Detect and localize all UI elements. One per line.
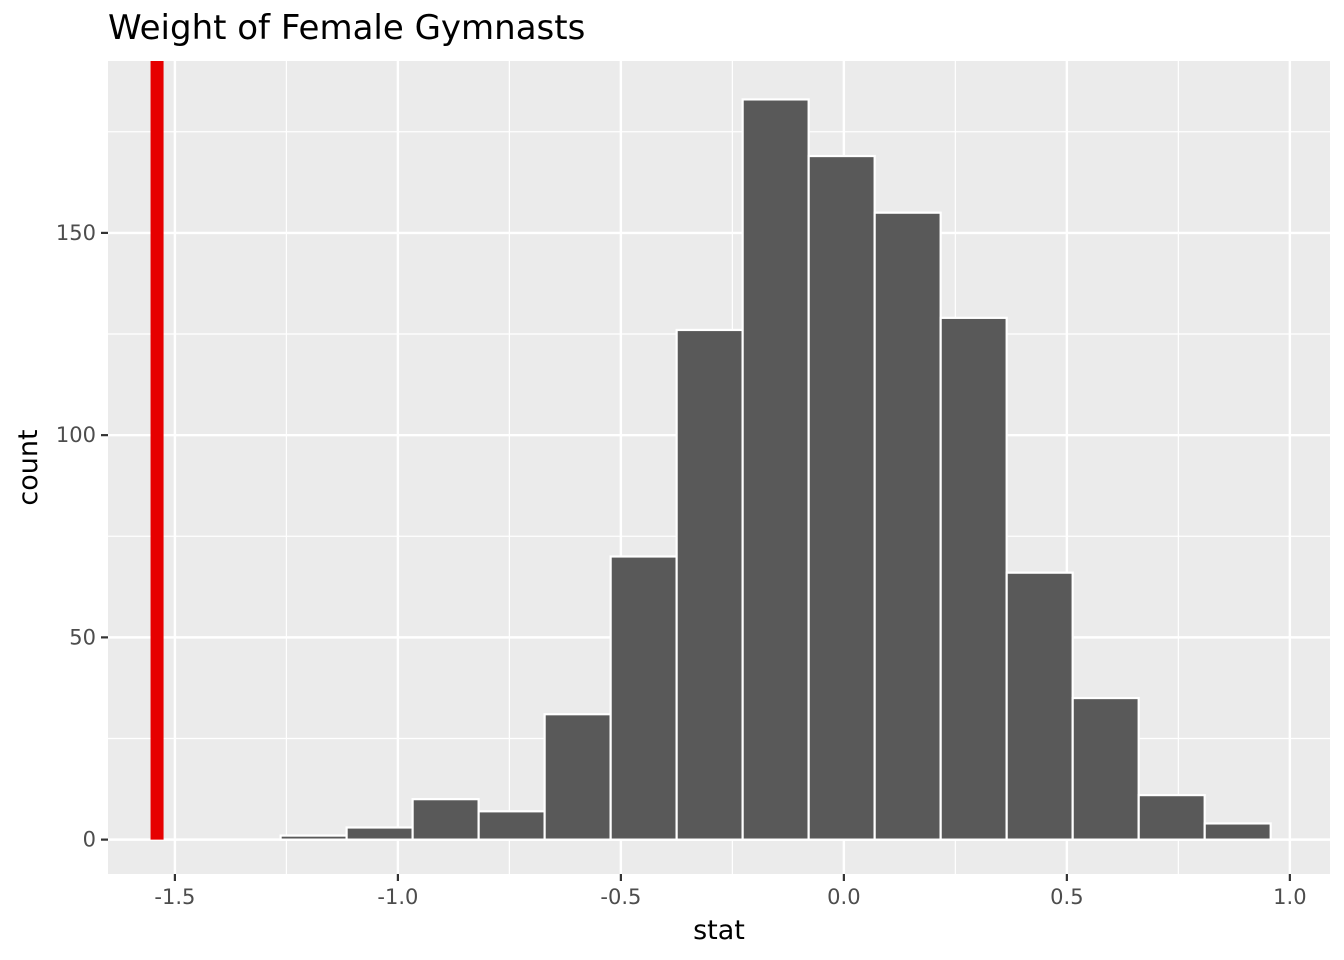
histogram-bar [807, 154, 876, 841]
histogram-bar [609, 555, 678, 841]
histogram-bars [279, 98, 1272, 841]
chart-title: Weight of Female Gymnasts [108, 8, 586, 48]
histogram-bar [939, 316, 1008, 841]
histogram-bar [1071, 696, 1140, 841]
x-tick-label: 0.0 [827, 885, 860, 909]
reference-line [150, 61, 164, 840]
y-tick-label: 150 [56, 221, 96, 245]
x-tick-label: 0.5 [1050, 885, 1083, 909]
x-tick-label: -1.5 [154, 885, 195, 909]
y-tick-label: 0 [83, 828, 96, 852]
x-tick-label: -0.5 [600, 885, 641, 909]
reference-line-group [150, 61, 164, 840]
y-axis-title: count [13, 429, 44, 505]
tick-labels: -1.5 -1.0 -0.5 0.0 0.5 1.0 0 50 100 150 [56, 221, 1307, 909]
histogram-bar [345, 826, 414, 841]
histogram-bar [1005, 571, 1074, 841]
histogram-bar [1137, 794, 1206, 841]
histogram-bar [873, 211, 942, 841]
histogram-bar [675, 328, 744, 841]
x-tick-label: 1.0 [1273, 885, 1306, 909]
x-axis-title: stat [693, 915, 745, 946]
histogram-bar [741, 98, 810, 841]
histogram-bar [279, 834, 348, 841]
x-tick-label: -1.0 [377, 885, 418, 909]
axis-ticks [101, 231, 1291, 881]
histogram-bar [411, 798, 480, 841]
y-tick-label: 100 [56, 423, 96, 447]
histogram-bar [1203, 822, 1272, 841]
histogram-bar [477, 810, 546, 841]
y-tick-label: 50 [69, 625, 96, 649]
histogram-bar [543, 713, 612, 841]
